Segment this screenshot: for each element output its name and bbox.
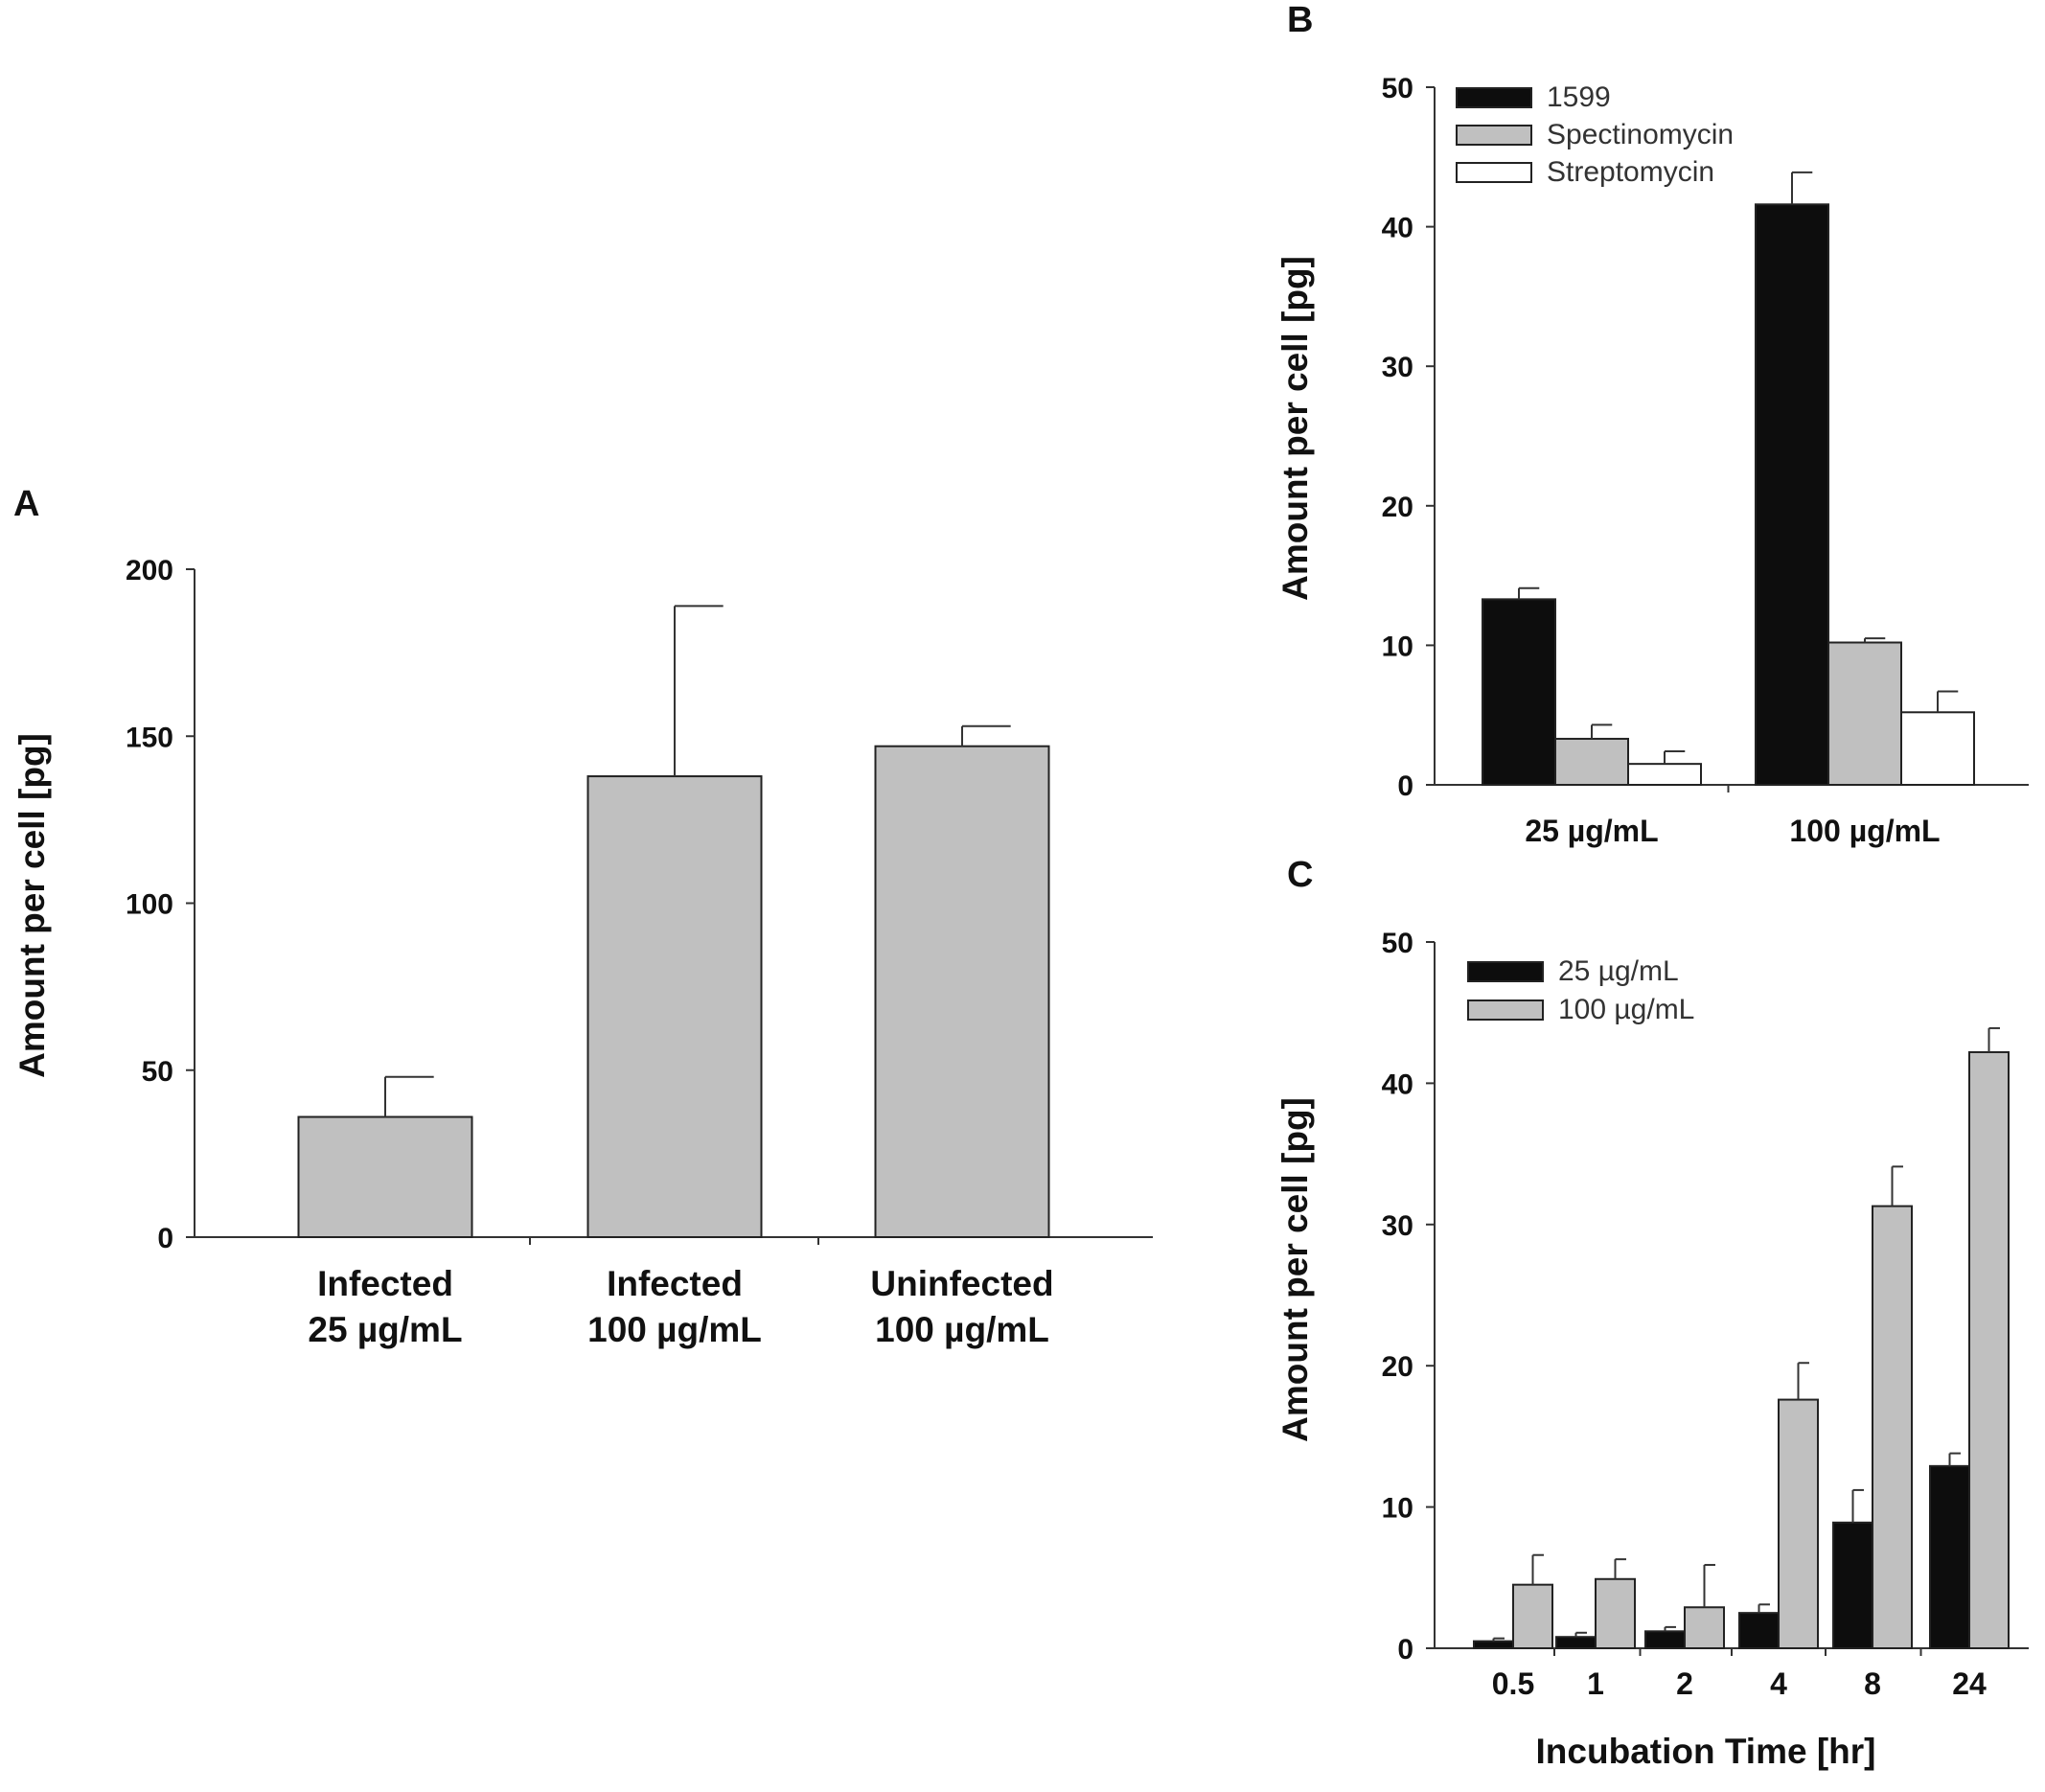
- panel-c: C 0 10 20 30 40 50 Amount per cell [pg] 25 µg…: [1275, 855, 2029, 1771]
- category-label: 8: [1864, 1666, 1881, 1701]
- bar: [1555, 1636, 1597, 1650]
- bar: [1900, 711, 1975, 787]
- bar: [1778, 1398, 1819, 1650]
- category-label: 1: [1587, 1666, 1604, 1701]
- y-tick-label: 50: [1382, 73, 1413, 104]
- y-tick-label: 200: [126, 555, 173, 586]
- y-tick-label: 50: [1382, 928, 1413, 959]
- legend-swatch: [1467, 999, 1544, 1021]
- y-tick-label: 30: [1382, 1210, 1413, 1242]
- bar: [1738, 1612, 1780, 1650]
- legend-swatch: [1467, 961, 1544, 982]
- bar: [1755, 203, 1829, 786]
- legend-label: 1599: [1547, 81, 1611, 113]
- legend-label: Streptomycin: [1547, 156, 1714, 188]
- bar: [1684, 1606, 1725, 1650]
- category-label: 100 µg/mL: [1789, 814, 1940, 848]
- legend-swatch: [1456, 125, 1532, 146]
- y-axis-label-a: Amount per cell [pg]: [12, 733, 52, 1078]
- bar: [297, 1115, 473, 1239]
- y-tick-label: 50: [142, 1056, 173, 1088]
- panel-label-a: A: [13, 484, 39, 524]
- x-axis-label-c: Incubation Time [hr]: [1536, 1732, 1876, 1771]
- legend-label: 100 µg/mL: [1558, 994, 1694, 1025]
- y-tick-label: 0: [157, 1223, 173, 1254]
- legend-swatch: [1456, 162, 1532, 183]
- bar: [1512, 1583, 1553, 1650]
- category-label: Infected 25 µg/mL: [308, 1264, 462, 1349]
- panel-label-b: B: [1287, 0, 1313, 40]
- legend-label: 25 µg/mL: [1558, 955, 1679, 987]
- category-label: 24: [1952, 1666, 1987, 1701]
- bar: [1827, 641, 1902, 786]
- bar: [1644, 1630, 1686, 1650]
- category-label: Uninfected 100 µg/mL: [870, 1264, 1053, 1349]
- bar: [1929, 1464, 1970, 1649]
- y-tick-label: 40: [1382, 1068, 1413, 1100]
- y-axis-label-c: Amount per cell [pg]: [1275, 1097, 1315, 1442]
- category-label: 4: [1770, 1666, 1787, 1701]
- category-label: Infected 100 µg/mL: [587, 1264, 762, 1349]
- y-tick-label: 10: [1382, 631, 1413, 662]
- y-tick-label: 10: [1382, 1493, 1413, 1525]
- panel-a: A 0 50 100 150 200 Amount per cell [pg] Infe…: [12, 484, 1153, 1349]
- legend-label: Spectinomycin: [1547, 119, 1734, 150]
- y-tick-label: 20: [1382, 1351, 1413, 1383]
- bar: [1473, 1640, 1514, 1650]
- legend-swatch: [1456, 87, 1532, 108]
- category-label: 0.5: [1492, 1666, 1534, 1701]
- panel-b: B 0 10 20 30 40 50 Amount per cell [pg] 1599 S…: [1275, 0, 2029, 848]
- bar: [1627, 763, 1702, 786]
- y-tick-label: 0: [1397, 770, 1413, 802]
- y-tick-label: 100: [126, 889, 173, 921]
- y-axis-label-b: Amount per cell [pg]: [1275, 256, 1315, 601]
- y-tick-label: 0: [1397, 1634, 1413, 1666]
- bar: [874, 745, 1050, 1238]
- bar: [1554, 737, 1629, 787]
- category-label: 2: [1676, 1666, 1693, 1701]
- bar: [586, 775, 763, 1238]
- panel-label-c: C: [1287, 855, 1313, 895]
- bar: [1968, 1050, 2010, 1650]
- y-tick-label: 150: [126, 722, 173, 753]
- y-tick-label: 20: [1382, 492, 1413, 523]
- bar: [1482, 598, 1556, 786]
- y-tick-label: 30: [1382, 352, 1413, 383]
- bar: [1595, 1577, 1636, 1650]
- category-label: 25 µg/mL: [1525, 814, 1658, 848]
- bar: [1832, 1521, 1873, 1649]
- y-tick-label: 40: [1382, 213, 1413, 244]
- bar: [1872, 1205, 1913, 1649]
